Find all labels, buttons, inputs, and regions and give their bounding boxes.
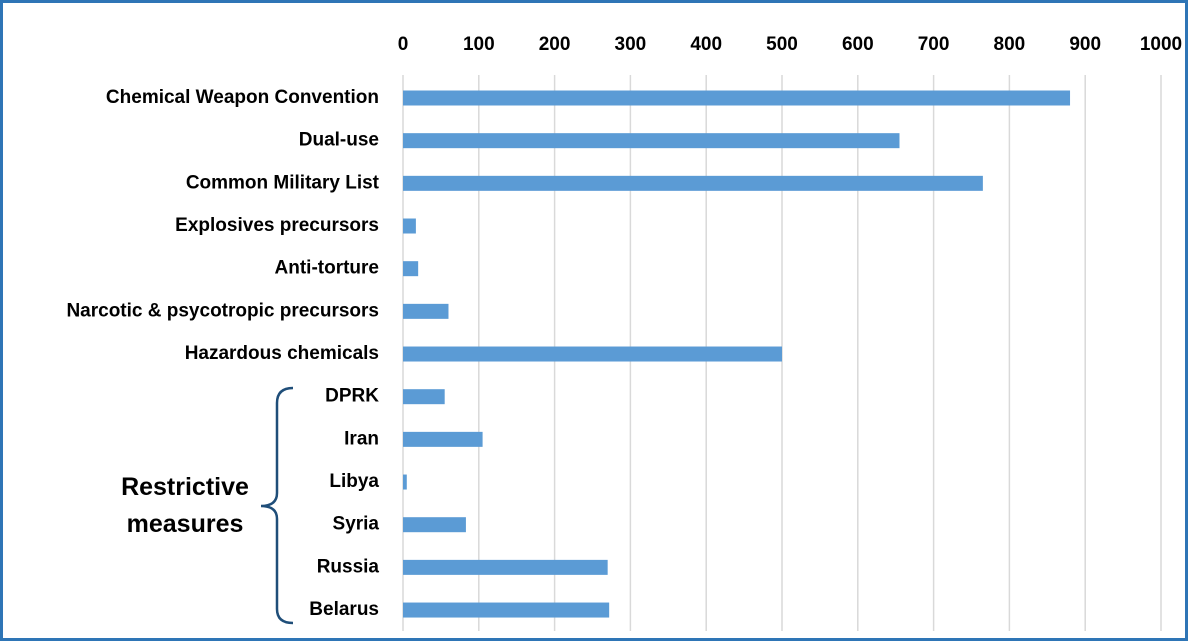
category-label: Common Military List <box>186 172 380 193</box>
x-axis-ticks: 0 100 200 300 400 500 600 700 800 900 1000 <box>398 34 1182 55</box>
category-label: Narcotic & psycotropic precursors <box>66 300 379 321</box>
category-label: Libya <box>329 471 379 492</box>
restrictive-measures-group: Restrictive measures <box>121 386 294 625</box>
bar <box>403 602 610 618</box>
category-label: Dual-use <box>299 130 379 151</box>
bar <box>403 517 466 533</box>
x-tick-label: 300 <box>615 34 647 55</box>
category-labels: Chemical Weapon Convention Dual-use Commo… <box>66 87 379 620</box>
category-label: Hazardous chemicals <box>185 343 379 364</box>
x-tick-label: 100 <box>463 34 495 55</box>
category-label: Russia <box>317 556 380 577</box>
group-label-line-2: measures <box>127 510 244 538</box>
category-label: Explosives precursors <box>175 215 379 236</box>
curly-brace <box>260 386 294 625</box>
bars <box>403 90 1071 618</box>
x-tick-label: 800 <box>994 34 1026 55</box>
x-tick-label: 0 <box>398 34 409 55</box>
bar <box>403 133 900 149</box>
x-tick-label: 1000 <box>1140 34 1182 55</box>
x-tick-label: 700 <box>918 34 950 55</box>
bar <box>403 175 983 191</box>
x-tick-label: 900 <box>1069 34 1101 55</box>
bar <box>403 431 483 447</box>
bar <box>403 303 449 319</box>
bar <box>403 90 1071 106</box>
bar-chart: 0 100 200 300 400 500 600 700 800 900 1000 Chemica… <box>66 34 1182 631</box>
bar <box>403 559 608 575</box>
bar <box>403 218 416 234</box>
bar <box>403 474 407 490</box>
category-label: Belarus <box>309 599 379 620</box>
category-label: Anti-torture <box>275 258 379 279</box>
x-tick-label: 200 <box>539 34 571 55</box>
category-label: Iran <box>344 428 379 449</box>
group-label-line-1: Restrictive <box>121 473 249 501</box>
bar <box>403 261 419 277</box>
category-label: DPRK <box>325 386 379 407</box>
category-label: Chemical Weapon Convention <box>106 87 379 108</box>
x-tick-label: 400 <box>690 34 722 55</box>
bar <box>403 389 445 405</box>
x-tick-label: 500 <box>766 34 798 55</box>
x-tick-label: 600 <box>842 34 874 55</box>
category-label: Syria <box>333 514 380 535</box>
bar <box>403 346 782 362</box>
